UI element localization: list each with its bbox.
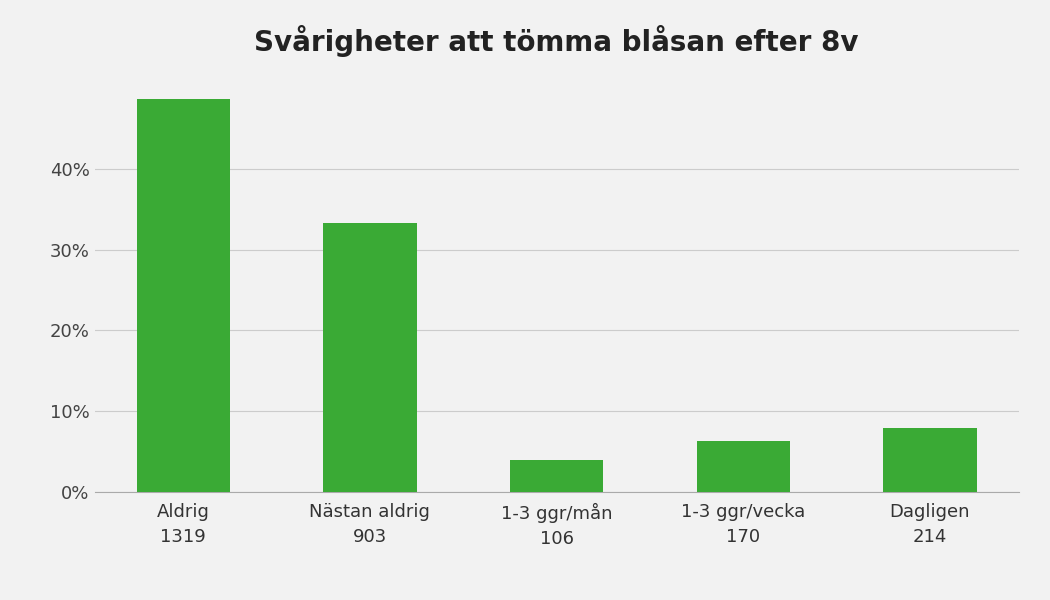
Bar	[136, 99, 230, 492]
Bar	[883, 428, 976, 492]
Title: Svårigheter att tömma blåsan efter 8v: Svårigheter att tömma blåsan efter 8v	[254, 25, 859, 57]
Bar	[696, 442, 790, 492]
Bar	[510, 460, 603, 492]
Bar	[323, 223, 417, 492]
